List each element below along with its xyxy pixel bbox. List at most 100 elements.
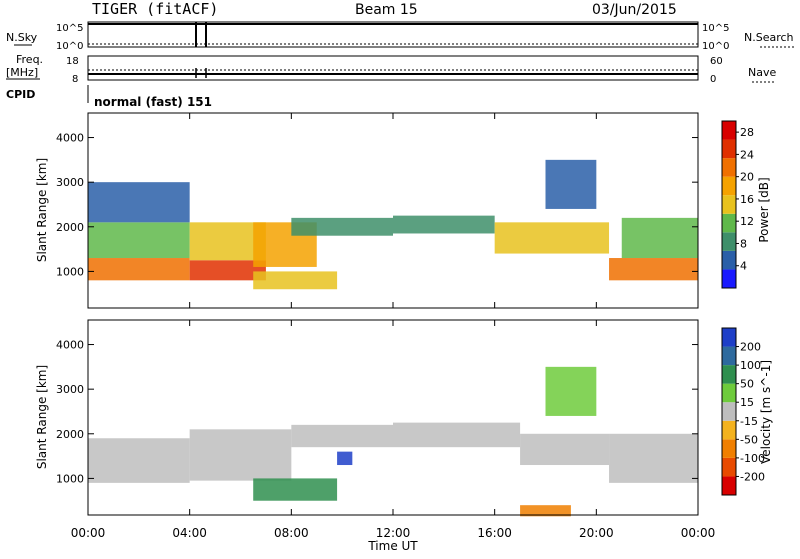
velocity-band (291, 424, 393, 448)
power-colorbar-tick-label: 16 (740, 193, 754, 206)
power-y-tick-label: 2000 (56, 221, 84, 234)
velocity-band (520, 433, 610, 466)
nave-tick-top: 60 (710, 56, 723, 67)
power-band (545, 159, 597, 209)
velocity-colorbar-tick-label: -15 (740, 415, 758, 428)
velocity-colorbar-tick-label: 15 (740, 396, 754, 409)
velocity-band (609, 433, 698, 483)
velocity-colorbar-segment (722, 346, 736, 366)
velocity-colorbar-frame (721, 327, 737, 496)
power-colorbar-tick-label: 12 (740, 215, 754, 228)
power-colorbar-segment (722, 158, 736, 177)
velocity-y-tick-label: 4000 (56, 339, 84, 352)
power-y-axis: 1000 2000 3000 4000 (56, 113, 699, 308)
velocity-colorbar-tick-label: -200 (740, 470, 765, 483)
mhz-label: [MHz] (6, 66, 38, 79)
power-band (621, 217, 698, 259)
velocity-y-tick-label: 3000 (56, 383, 84, 396)
power-band (393, 215, 495, 234)
x-tick-label: 00:00 (71, 526, 106, 540)
x-tick-label: 12:00 (376, 526, 411, 540)
power-band (88, 258, 190, 281)
date-label: 03/Jun/2015 (592, 2, 677, 18)
power-colorbar-segment (722, 139, 736, 159)
velocity-data-cells (88, 366, 698, 517)
power-colorbar-segment (722, 269, 736, 288)
nsky-label: N.Sky (6, 31, 38, 44)
power-colorbar-frame (721, 120, 737, 289)
velocity-colorbar-label: Velocity [m s^-1] (759, 360, 773, 464)
power-colorbar-segment (722, 250, 736, 270)
power-band (253, 271, 338, 290)
power-colorbar-tick-label: 4 (740, 260, 747, 273)
power-colorbar-segment (722, 195, 736, 214)
velocity-band (253, 478, 338, 501)
power-colorbar-tick-label: 28 (740, 126, 754, 139)
freq-panel: 18 8 60 0 Freq. [MHz] Nave CPID normal (… (6, 53, 776, 109)
velocity-colorbar-segment (722, 439, 736, 458)
cpid-label: CPID (6, 88, 35, 101)
power-colorbar-segment (722, 176, 736, 196)
freq-tick-bottom: 8 (72, 74, 78, 85)
power-data-cells (88, 159, 698, 290)
power-panel: 1000 2000 3000 4000 Slant Range [km] (35, 112, 699, 309)
velocity-colorbar-segment (722, 402, 736, 421)
x-tick-label: 00:00 (681, 526, 716, 540)
velocity-colorbar-segment (722, 328, 736, 347)
power-colorbar-tick-label: 20 (740, 171, 754, 184)
power-y-label: Slant Range [km] (35, 158, 49, 262)
x-tick-label: 16:00 (477, 526, 512, 540)
sky-tick-top: 10^5 (56, 23, 83, 34)
power-colorbar-tick-label: 24 (740, 148, 754, 161)
power-colorbar-tick-label: 8 (740, 237, 747, 250)
velocity-colorbar-tick-label: 50 (740, 378, 754, 391)
nave-label: Nave (748, 66, 776, 79)
power-band (609, 258, 698, 281)
power-colorbar-segment (722, 213, 736, 233)
power-colorbar: 4 8 12 16 20 24 28 (721, 120, 754, 289)
power-band (88, 222, 190, 259)
velocity-y-tick-label: 2000 (56, 428, 84, 441)
search-tick-top: 10^5 (702, 23, 729, 34)
freq-tick-top: 18 (66, 56, 79, 67)
velocity-y-axis: 1000 2000 3000 4000 (56, 320, 699, 515)
velocity-band (189, 429, 292, 481)
search-tick-bottom: 10^0 (702, 41, 729, 52)
velocity-band (520, 505, 571, 517)
power-colorbar-label: Power [dB] (757, 177, 771, 242)
velocity-band (393, 422, 521, 448)
power-band (189, 260, 266, 281)
velocity-colorbar-segment (722, 365, 736, 384)
velocity-band (545, 366, 597, 416)
x-tick-label: 08:00 (274, 526, 309, 540)
power-band (494, 222, 610, 254)
noise-panel: 10^5 10^0 10^5 10^0 N.Sky N.Search (6, 21, 796, 52)
power-colorbar-segment (722, 232, 736, 251)
nave-tick-bottom: 0 (710, 74, 716, 85)
velocity-y-label: Slant Range [km] (35, 365, 49, 469)
power-y-tick-label: 1000 (56, 265, 84, 278)
time-x-axis: 00:00 04:00 08:00 12:00 16:00 20:00 00:00 (71, 526, 716, 540)
velocity-colorbar-tick-label: -100 (740, 452, 765, 465)
x-tick-label: 04:00 (172, 526, 207, 540)
freq-label: Freq. (16, 53, 43, 66)
velocity-colorbar: 200 100 50 15 -15 -50 -100 -200 (721, 327, 765, 496)
sky-tick-bottom: 10^0 (56, 41, 83, 52)
power-y-tick-label: 3000 (56, 176, 84, 189)
velocity-colorbar-segment (722, 476, 736, 495)
power-band (291, 217, 393, 236)
velocity-colorbar-tick-label: 200 (740, 341, 761, 354)
x-axis-label: Time UT (367, 539, 418, 553)
velocity-colorbar-segment (722, 457, 736, 477)
radar-title: TIGER (fitACF) (92, 0, 218, 18)
velocity-band (88, 438, 190, 483)
power-y-tick-label: 4000 (56, 132, 84, 145)
velocity-panel: 1000 2000 3000 4000 Slant Range [km] (35, 319, 699, 517)
velocity-band (337, 451, 353, 466)
velocity-colorbar-tick-label: -50 (740, 433, 758, 446)
beam-label: Beam 15 (355, 2, 418, 18)
cpid-value: normal (fast) 151 (94, 95, 212, 109)
velocity-colorbar-tick-label: 100 (740, 359, 761, 372)
nsearch-label: N.Search (744, 31, 794, 44)
